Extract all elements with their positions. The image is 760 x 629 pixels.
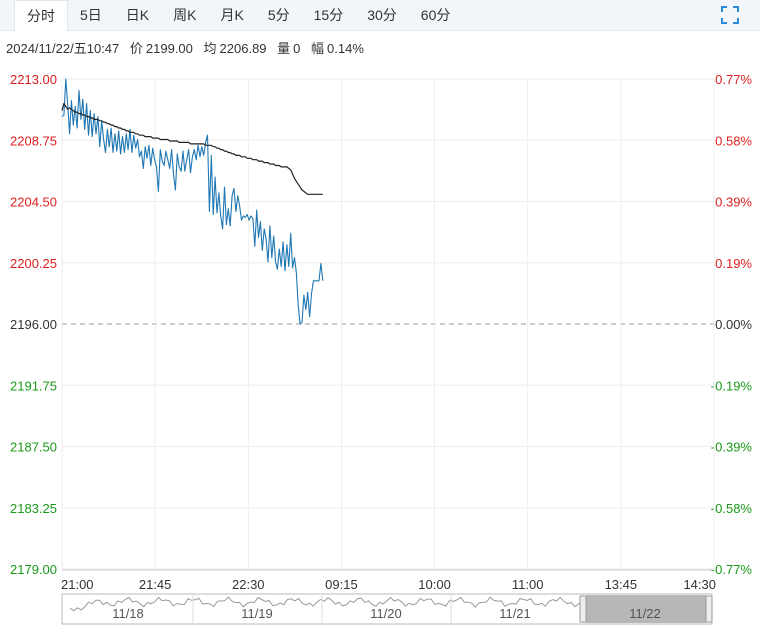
y-tick-label: 2204.50 <box>10 195 57 210</box>
y-tick-label: 2191.75 <box>10 378 57 393</box>
tab-intraday[interactable]: 分时 <box>14 0 68 32</box>
y-tick-label: 2196.00 <box>10 317 57 332</box>
tab-weekly-k[interactable]: 周K <box>173 7 197 23</box>
x-tick-label: 10:00 <box>418 577 451 592</box>
y-tick-label: 2187.50 <box>10 440 57 455</box>
intraday-chart[interactable]: 2213.00 0.77% 2208.75 0.58% 2204.50 0.39% 2200… <box>0 62 760 629</box>
x-tick-label: 22:30 <box>232 577 265 592</box>
tab-15min[interactable]: 15分 <box>313 7 344 23</box>
y-tick-pct-label: 0.77% <box>715 72 752 87</box>
y-tick-pct-label: -0.19% <box>711 378 753 393</box>
y-tick-pct-label: 0.58% <box>715 133 752 148</box>
y-tick-pct-label: 0.00% <box>715 317 752 332</box>
x-tick-label: 09:15 <box>325 577 358 592</box>
x-tick-label: 14:30 <box>683 577 716 592</box>
y-tick-label: 2183.25 <box>10 501 57 516</box>
tab-5min[interactable]: 5分 <box>267 7 290 23</box>
change-label: 幅 <box>311 41 325 56</box>
avg-label: 均 <box>203 41 217 56</box>
navigator-day-label: 11/22 <box>629 606 661 621</box>
tab-daily-k[interactable]: 日K <box>125 7 150 23</box>
tab-monthly-k[interactable]: 月K <box>220 7 244 23</box>
x-tick-label: 21:45 <box>139 577 172 592</box>
period-tab-bar: 分时 5日 日K 周K 月K 5分 15分 30分 60分 <box>0 0 760 32</box>
average-line <box>61 102 323 195</box>
y-tick-pct-label: -0.39% <box>711 440 753 455</box>
y-tick-pct-label: 0.19% <box>715 256 752 271</box>
tab-30min[interactable]: 30分 <box>367 7 397 23</box>
tab-60min[interactable]: 60分 <box>420 7 451 23</box>
navigator-day-label: 11/20 <box>370 606 402 621</box>
volume-value: 0 <box>293 41 301 56</box>
quote-datetime: 2024/11/22/五10:47 <box>6 41 120 56</box>
x-tick-label: 13:45 <box>605 577 638 592</box>
y-tick-label: 2213.00 <box>10 72 57 87</box>
navigator-history-line <box>69 596 587 612</box>
navigator-handle[interactable] <box>579 595 587 623</box>
navigator-selected-window[interactable] <box>586 595 706 623</box>
navigator-day-label: 11/21 <box>499 606 531 621</box>
avg-value: 2206.89 <box>219 41 267 56</box>
price-label: 价 <box>129 41 143 56</box>
y-tick-label: 2179.00 <box>10 562 57 577</box>
price-value: 2199.00 <box>145 41 193 56</box>
navigator-day-label: 11/19 <box>241 606 273 621</box>
y-tick-label: 2200.25 <box>10 256 57 271</box>
y-tick-pct-label: -0.58% <box>711 501 753 516</box>
x-tick-label: 21:00 <box>61 577 94 592</box>
x-tick-label: 11:00 <box>512 577 544 592</box>
navigator-day-label: 11/18 <box>112 606 144 621</box>
y-tick-label: 2208.75 <box>10 133 57 148</box>
change-value: 0.14% <box>327 41 364 56</box>
volume-label: 量 <box>277 41 291 56</box>
navigator-handle[interactable] <box>705 595 713 623</box>
fullscreen-expand-icon[interactable] <box>720 5 740 25</box>
y-tick-pct-label: 0.39% <box>715 195 752 210</box>
price-line <box>61 78 324 325</box>
period-tabs: 分时 5日 日K 周K 月K 5分 15分 30分 60分 <box>14 0 462 32</box>
y-tick-pct-label: -0.77% <box>711 562 753 577</box>
tab-5day[interactable]: 5日 <box>80 7 102 23</box>
